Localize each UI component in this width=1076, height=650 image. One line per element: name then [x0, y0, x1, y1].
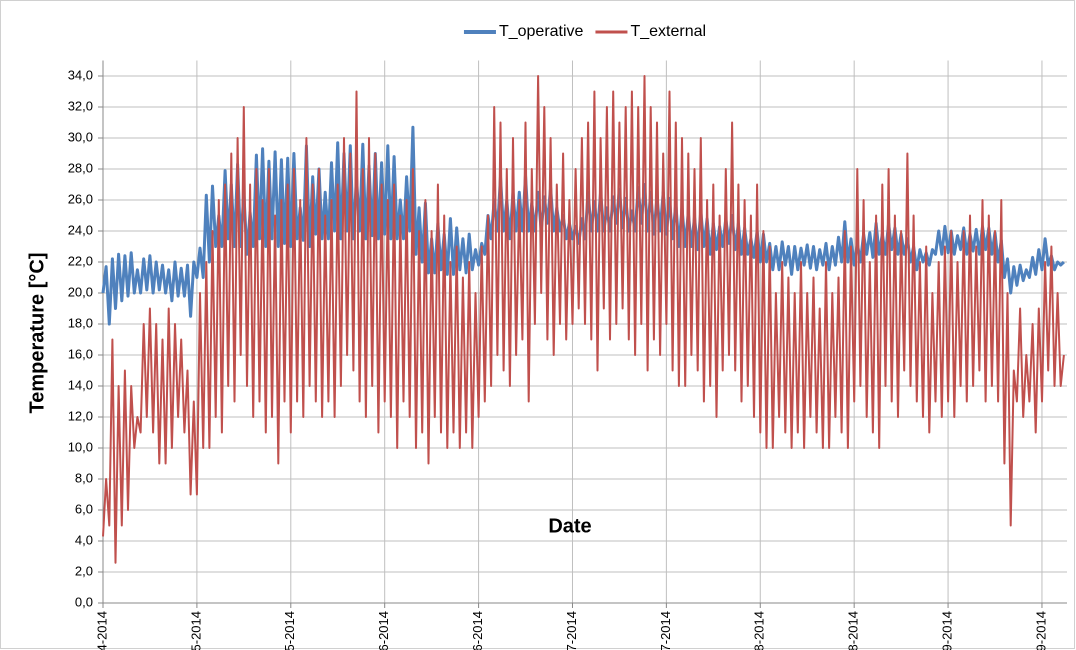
x-tick-label: 14-06-2014: [376, 611, 391, 650]
x-tick-label: 12-09-2014: [940, 611, 955, 650]
legend-label: T_operative: [499, 23, 584, 40]
y-tick-label: 10,0: [68, 439, 93, 454]
y-axis-title: Temperature [°C]: [26, 253, 48, 414]
x-tick-label: 29-06-2014: [470, 611, 485, 650]
y-tick-label: 0,0: [75, 594, 93, 609]
x-tick-label: 30-05-2014: [282, 611, 297, 650]
y-tick-label: 14,0: [68, 377, 93, 392]
x-tick-label: 14-07-2014: [564, 611, 579, 650]
x-tick-label: 27-09-2014: [1033, 611, 1048, 650]
y-tick-label: 8,0: [75, 470, 93, 485]
y-tick-label: 20,0: [68, 284, 93, 299]
x-tick-label: 13-08-2014: [752, 611, 767, 650]
y-tick-label: 6,0: [75, 501, 93, 516]
x-tick-label: 29-07-2014: [658, 611, 673, 650]
series-line: [102, 75, 1065, 564]
y-tick-label: 24,0: [68, 222, 93, 237]
y-tick-label: 34,0: [68, 67, 93, 82]
y-tick-label: 2,0: [75, 563, 93, 578]
y-tick-label: 28,0: [68, 160, 93, 175]
y-tick-label: 22,0: [68, 253, 93, 268]
y-tick-label: 4,0: [75, 532, 93, 547]
y-tick-label: 26,0: [68, 191, 93, 206]
y-tick-label: 30,0: [68, 129, 93, 144]
x-tick-label: 28-08-2014: [846, 611, 861, 650]
y-tick-label: 32,0: [68, 98, 93, 113]
y-tick-label: 12,0: [68, 408, 93, 423]
x-tick-label: 15-05-2014: [188, 611, 203, 650]
y-tick-label: 18,0: [68, 315, 93, 330]
x-tick-label: 30-04-2014: [94, 611, 109, 650]
x-axis-title: Date: [548, 515, 591, 537]
y-tick-label: 16,0: [68, 346, 93, 361]
legend-label: T_external: [630, 23, 706, 40]
